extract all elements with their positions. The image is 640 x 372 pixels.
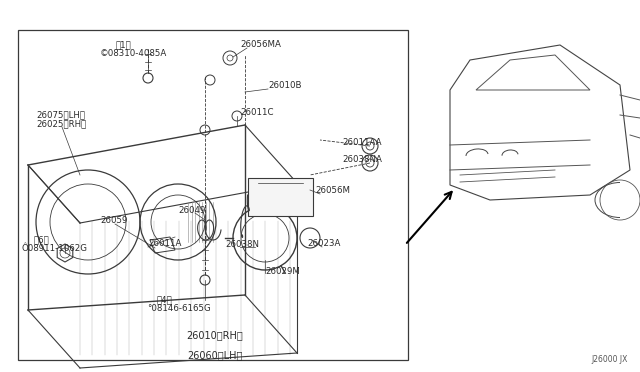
Text: ©08310-4085A: ©08310-4085A [100, 49, 167, 58]
Text: 26049: 26049 [178, 206, 205, 215]
Bar [248, 178, 313, 216]
Text: J26000 JX: J26000 JX [591, 355, 628, 364]
Text: （1）: （1） [116, 40, 132, 49]
Text: 26029M: 26029M [265, 267, 300, 276]
Text: 26010（RH）: 26010（RH） [187, 330, 243, 340]
Text: 26011C: 26011C [240, 108, 273, 117]
Text: 26038N: 26038N [225, 240, 259, 249]
Text: °08146-6165G: °08146-6165G [147, 304, 211, 313]
Text: 26023A: 26023A [307, 239, 340, 248]
Text: 26038NA: 26038NA [342, 155, 382, 164]
Text: 26060（LH）: 26060（LH） [188, 350, 243, 360]
Text: Ô08911-1062G: Ô08911-1062G [22, 244, 88, 253]
Text: （4）: （4） [157, 295, 173, 304]
Text: （6）: （6） [34, 235, 50, 244]
Text: 26025（RH）: 26025（RH） [36, 119, 86, 128]
Text: 26056MA: 26056MA [240, 40, 281, 49]
Text: 26075（LH）: 26075（LH） [36, 110, 85, 119]
Text: 26056M: 26056M [315, 186, 350, 195]
Text: 26011A: 26011A [148, 239, 181, 248]
Text: 26010B: 26010B [268, 81, 301, 90]
Text: 26059: 26059 [100, 216, 127, 225]
Bar [18, 30, 408, 360]
Text: 26011AA: 26011AA [342, 138, 381, 147]
